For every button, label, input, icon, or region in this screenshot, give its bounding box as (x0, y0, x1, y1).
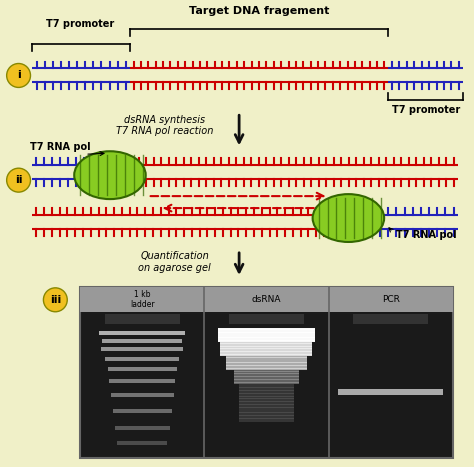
Bar (239, 418, 293, 420)
Bar (239, 386, 293, 388)
Bar (239, 404, 293, 406)
Bar (117, 441, 167, 445)
Bar (226, 364, 307, 366)
Text: T7 RNA pol: T7 RNA pol (30, 142, 91, 152)
Bar (239, 412, 293, 414)
Bar (226, 359, 307, 361)
Bar (353, 314, 428, 324)
Bar (220, 345, 312, 347)
Bar (234, 381, 299, 383)
Bar (239, 420, 293, 422)
Ellipse shape (74, 151, 146, 199)
Bar (234, 373, 299, 375)
Bar (226, 367, 307, 369)
Text: T7 RNA pol: T7 RNA pol (396, 230, 457, 240)
Text: Quantification
on agarose gel: Quantification on agarose gel (138, 251, 211, 273)
Text: ii: ii (15, 175, 22, 185)
Bar (226, 365, 307, 367)
Circle shape (44, 288, 67, 312)
Bar (80, 287, 453, 458)
Bar (115, 426, 170, 430)
Bar (226, 361, 307, 362)
Bar (239, 417, 293, 419)
Bar (234, 371, 299, 374)
Bar (220, 353, 312, 355)
Bar (239, 384, 293, 386)
Bar (234, 378, 299, 380)
Bar (109, 379, 175, 382)
Text: Target DNA fragement: Target DNA fragement (189, 6, 329, 16)
Bar (239, 389, 293, 391)
Bar (239, 409, 293, 411)
Bar (239, 398, 293, 400)
Bar (218, 331, 315, 333)
Bar (218, 339, 315, 341)
Bar (239, 401, 293, 403)
Bar (239, 414, 293, 416)
Text: iii: iii (50, 295, 61, 305)
Circle shape (7, 168, 30, 192)
Bar (218, 333, 315, 334)
Bar (234, 376, 299, 378)
Bar (239, 393, 293, 396)
Bar (234, 370, 299, 372)
Bar (226, 357, 307, 360)
Bar (239, 392, 293, 394)
Bar (105, 314, 180, 324)
Bar (239, 387, 293, 389)
Bar (226, 362, 307, 364)
Bar (234, 382, 299, 384)
Bar (220, 350, 312, 352)
Bar (239, 410, 293, 412)
Text: dsRNA synthesis
T7 RNA pol reaction: dsRNA synthesis T7 RNA pol reaction (116, 114, 213, 136)
Bar (220, 348, 312, 350)
Text: 1 kb
ladder: 1 kb ladder (130, 290, 155, 309)
Bar (102, 339, 182, 343)
Bar (218, 335, 315, 338)
Bar (220, 354, 312, 356)
Text: T7 promoter: T7 promoter (392, 106, 460, 115)
Bar (218, 337, 315, 339)
Ellipse shape (313, 194, 384, 242)
Bar (239, 390, 293, 392)
Bar (108, 367, 176, 371)
Bar (234, 379, 299, 382)
Bar (220, 343, 312, 346)
Bar (105, 357, 179, 361)
Bar (239, 395, 293, 397)
Bar (239, 400, 293, 402)
Bar (111, 393, 173, 396)
Bar (338, 389, 443, 395)
Bar (220, 342, 312, 344)
Text: T7 promoter: T7 promoter (46, 19, 114, 28)
Text: dsRNA: dsRNA (252, 295, 281, 304)
Bar (80, 287, 453, 312)
Bar (239, 415, 293, 417)
Bar (112, 409, 172, 413)
Bar (220, 351, 312, 353)
Text: PCR: PCR (382, 295, 400, 304)
Bar (100, 332, 185, 335)
Bar (218, 340, 315, 342)
Bar (234, 375, 299, 377)
Text: i: i (17, 71, 20, 80)
Bar (226, 356, 307, 358)
Circle shape (7, 64, 30, 87)
Bar (229, 314, 304, 324)
Bar (239, 403, 293, 405)
Bar (218, 334, 315, 336)
Bar (239, 396, 293, 398)
Bar (218, 328, 315, 330)
Bar (239, 406, 293, 408)
Bar (239, 407, 293, 410)
Bar (220, 347, 312, 348)
Bar (101, 347, 183, 351)
Bar (226, 368, 307, 370)
Bar (218, 329, 315, 332)
